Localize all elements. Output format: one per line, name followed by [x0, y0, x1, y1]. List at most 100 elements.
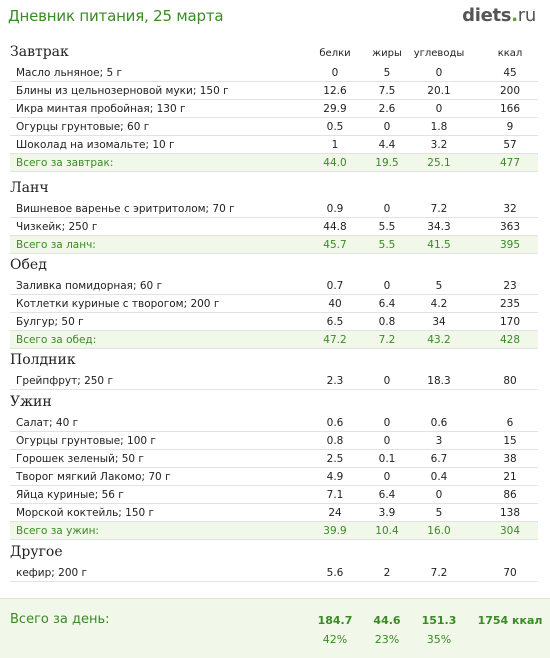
meal-section-title: Полдник: [10, 352, 76, 368]
food-name: Вишневое варенье с эритритолом; 70 г: [16, 203, 235, 215]
food-fat: 5.5: [378, 221, 396, 233]
food-row: Огурцы грунтовые; 100 г 0.8 0 3 15: [10, 432, 538, 450]
food-name: Котлетки куриные с творогом; 200 г: [16, 298, 220, 310]
food-name: Шоколад на изомальте; 10 г: [16, 139, 175, 151]
header-fat: жиры: [372, 48, 402, 59]
food-row: Огурцы грунтовые; 60 г 0.5 0 1.8 9: [10, 118, 538, 136]
food-name: Блины из цельнозерновой муки; 150 г: [16, 85, 229, 97]
column-headers: белки жиры углеводы ккал: [0, 48, 550, 64]
total-fat: 7.2: [378, 334, 396, 346]
day-fat-percent: 23%: [374, 633, 400, 646]
food-fat: 2: [383, 567, 391, 579]
food-carbs: 0.6: [430, 417, 448, 429]
food-protein: 6.5: [326, 316, 344, 328]
day-total-label: Всего за день:: [10, 612, 110, 627]
food-kcal: 170: [499, 316, 521, 328]
food-protein: 12.6: [323, 85, 347, 97]
food-protein: 2.3: [326, 375, 344, 387]
food-protein: 0.5: [326, 121, 344, 133]
food-row: Салат; 40 г 0.6 0 0.6 6: [10, 414, 538, 432]
food-protein: 7.1: [326, 489, 344, 501]
food-name: Заливка помидорная; 60 г: [16, 280, 163, 292]
meal-section-title: Обед: [10, 257, 47, 273]
day-total-carbs: 151.3: [421, 614, 457, 627]
food-row: Блины из цельнозерновой муки; 150 г 12.6 7…: [10, 82, 538, 100]
food-kcal: 23: [503, 280, 517, 292]
meal-total-row: Всего за ланч: 45.7 5.5 41.5 395: [10, 236, 538, 254]
food-carbs: 7.2: [430, 203, 448, 215]
food-kcal: 235: [499, 298, 521, 310]
meal-total-row: Всего за ужин: 39.9 10.4 16.0 304: [10, 522, 538, 540]
food-row: Икра минтая пробойная; 130 г 29.9 2.6 0 166: [10, 100, 538, 118]
food-carbs: 5: [435, 507, 443, 519]
food-kcal: 200: [499, 85, 521, 97]
food-protein: 40: [328, 298, 342, 310]
food-protein: 2.5: [326, 453, 344, 465]
logo-main: diets: [462, 5, 512, 26]
food-carbs: 0: [435, 103, 443, 115]
food-carbs: 1.8: [430, 121, 448, 133]
food-name: Яйца куриные; 56 г: [16, 489, 124, 501]
food-protein: 1: [331, 139, 339, 151]
food-fat: 0: [383, 375, 391, 387]
food-kcal: 86: [503, 489, 517, 501]
food-carbs: 5: [435, 280, 443, 292]
food-kcal: 138: [499, 507, 521, 519]
food-fat: 7.5: [378, 85, 396, 97]
food-fat: 6.4: [378, 298, 396, 310]
food-name: Творог мягкий Лакомо; 70 г: [16, 471, 171, 483]
food-fat: 0: [383, 435, 391, 447]
total-kcal: 395: [499, 239, 521, 251]
meal-total-label: Всего за ужин:: [16, 525, 99, 537]
meal-section-title: Ланч: [10, 180, 49, 196]
food-name: Морской коктейль; 150 г: [16, 507, 155, 519]
food-fat: 0: [383, 203, 391, 215]
food-protein: 0.6: [326, 417, 344, 429]
total-kcal: 428: [499, 334, 521, 346]
total-protein: 47.2: [323, 334, 347, 346]
total-carbs: 43.2: [427, 334, 451, 346]
food-protein: 0: [331, 67, 339, 79]
food-carbs: 3: [435, 435, 443, 447]
food-carbs: 34: [432, 316, 446, 328]
food-protein: 44.8: [323, 221, 347, 233]
food-protein: 0.7: [326, 280, 344, 292]
food-name: Булгур; 50 г: [16, 316, 84, 328]
food-protein: 24: [328, 507, 342, 519]
logo-tld: ru: [517, 5, 537, 26]
food-fat: 0: [383, 471, 391, 483]
food-kcal: 363: [499, 221, 521, 233]
meal-total-label: Всего за обед:: [16, 334, 97, 346]
food-kcal: 70: [503, 567, 517, 579]
food-kcal: 6: [506, 417, 514, 429]
food-name: Масло льняное; 5 г: [16, 67, 122, 79]
food-carbs: 20.1: [427, 85, 451, 97]
food-name: Салат; 40 г: [16, 417, 79, 429]
logo-dot: .: [511, 5, 518, 26]
food-name: Чизкейк; 250 г: [16, 221, 98, 233]
food-protein: 4.9: [326, 471, 344, 483]
food-fat: 0.8: [378, 316, 396, 328]
food-kcal: 9: [506, 121, 514, 133]
food-kcal: 57: [503, 139, 517, 151]
meal-section-title: Завтрак: [10, 44, 69, 60]
header-carbs: углеводы: [413, 48, 465, 59]
food-kcal: 166: [499, 103, 521, 115]
food-row: Чизкейк; 250 г 44.8 5.5 34.3 363: [10, 218, 538, 236]
site-logo[interactable]: diets.ru: [462, 5, 536, 26]
total-protein: 45.7: [323, 239, 347, 251]
header-protein: белки: [319, 48, 351, 59]
day-carbs-percent: 35%: [426, 633, 452, 646]
day-total-protein: 184.7: [317, 614, 353, 627]
meal-total-row: Всего за завтрак: 44.0 19.5 25.1 477: [10, 154, 538, 172]
food-fat: 4.4: [378, 139, 396, 151]
food-carbs: 18.3: [427, 375, 451, 387]
meal-section-title: Другое: [10, 544, 63, 560]
food-row: Заливка помидорная; 60 г 0.7 0 5 23: [10, 277, 538, 295]
day-total-kcal: 1754 ккал: [477, 614, 543, 627]
food-row: Творог мягкий Лакомо; 70 г 4.9 0 0.4 21: [10, 468, 538, 486]
food-fat: 6.4: [378, 489, 396, 501]
page-title: Дневник питания, 25 марта: [8, 7, 224, 25]
food-protein: 0.8: [326, 435, 344, 447]
meal-total-label: Всего за завтрак:: [16, 157, 114, 169]
